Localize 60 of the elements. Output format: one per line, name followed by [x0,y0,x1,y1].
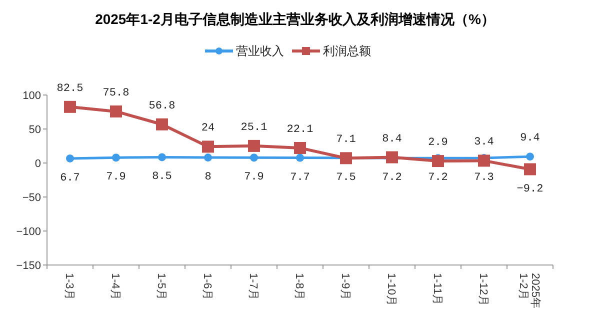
point [432,155,444,168]
point [64,100,76,113]
x-tick-label: 1-8月 [293,273,305,300]
data-label: 82.5 [56,82,84,95]
x-tick-label: 1-7月 [247,273,259,300]
x-tick-label: 1-6月 [201,273,213,300]
point [478,154,490,167]
y-tick-label: 0 [34,158,41,170]
data-label: 7.7 [290,172,310,184]
x-tick-label: 1-4月 [109,273,121,300]
chart-title: 2025年1-2月电子信息制造业主营业务收入及利润增速情况（%） [95,11,495,27]
point [386,151,398,164]
data-label: 6.7 [60,172,80,184]
point [294,142,306,154]
y-tick-label: −100 [16,226,41,238]
point [204,154,212,162]
point [340,152,352,164]
data-label: 75.8 [102,87,130,100]
x-tick-label: 1-11月 [431,273,443,306]
point [524,163,536,176]
point [250,154,258,162]
point [156,118,168,130]
data-label: −9.2 [516,183,544,196]
point [248,140,260,152]
point [112,154,120,162]
legend-label: 营业收入 [236,44,284,58]
x-tick-label: 1-3月 [63,273,75,300]
data-label: 7.3 [474,172,494,184]
point [526,152,534,161]
data-label: 25.1 [240,122,268,134]
data-label: 7.5 [336,172,356,184]
x-tick-label: 1-10月 [385,273,397,306]
point [202,140,214,153]
x-tick-label: 1-12月 [477,273,489,306]
data-label: 22.1 [286,124,314,136]
data-label: 8.4 [382,133,402,146]
data-label: 56.8 [148,100,176,112]
data-label: 3.4 [474,136,494,149]
y-tick-label: −150 [16,260,41,272]
point [296,154,304,162]
data-label: 9.4 [520,132,540,145]
y-tick-label: −50 [22,192,41,204]
point [110,105,122,118]
data-label: 7.1 [336,134,356,146]
data-label: 7.2 [382,172,402,184]
x-tick-label: 2025年 1-2月 [517,273,541,308]
data-label: 7.2 [428,172,448,184]
point [66,154,74,162]
data-label: 24 [201,122,215,135]
data-label: 7.9 [244,172,264,184]
legend-label: 利润总额 [323,44,371,58]
x-tick-label: 1-9月 [339,273,351,300]
data-label: 2.9 [428,137,448,150]
data-label: 8.5 [152,171,172,184]
x-tick-label: 1-5月 [155,273,167,300]
data-label: 8 [204,172,212,184]
point [158,153,166,162]
data-label: 7.9 [106,172,126,184]
y-tick-label: 100 [22,90,41,102]
y-tick-label: 50 [28,124,41,136]
